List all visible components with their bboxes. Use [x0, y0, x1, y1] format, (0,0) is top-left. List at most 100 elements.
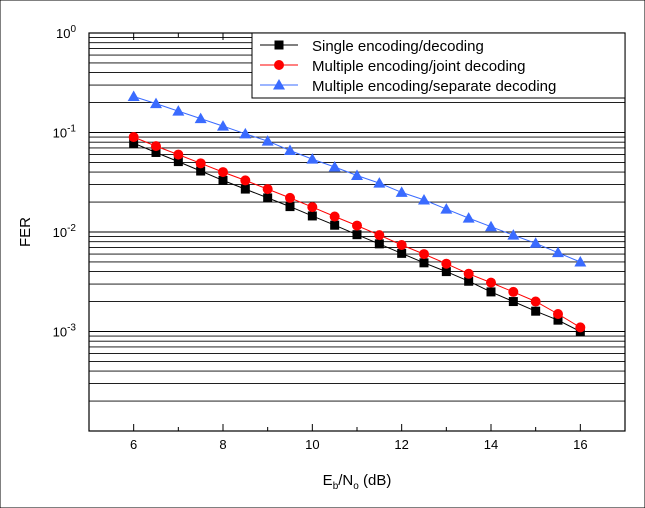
data-point	[150, 97, 162, 109]
legend-label: Multiple encoding/joint decoding	[312, 58, 525, 75]
y-tick-base: 10	[53, 325, 67, 340]
data-point	[575, 322, 586, 333]
data-point	[486, 277, 496, 288]
data-point	[485, 220, 497, 232]
data-point	[285, 192, 295, 203]
data-point	[194, 112, 207, 124]
x-tick-label: 12	[394, 437, 408, 452]
x-tick-label: 8	[219, 437, 226, 452]
data-point	[397, 248, 407, 258]
legend-entries: Single encoding/decoding Multiple encodin…	[260, 38, 556, 95]
y-tick-base: 10	[53, 126, 67, 141]
data-point	[129, 138, 139, 148]
data-point	[373, 177, 386, 188]
legend-entry: Multiple encoding/separate decoding	[260, 78, 556, 95]
data-point	[263, 193, 273, 203]
data-point	[262, 184, 273, 195]
data-point	[328, 161, 341, 172]
data-point	[352, 230, 362, 240]
data-point	[307, 202, 318, 213]
data-point	[508, 297, 518, 307]
x-axis-label-sub2: o	[353, 481, 359, 492]
series-1	[129, 138, 585, 336]
data-point	[419, 249, 429, 260]
data-point	[195, 158, 206, 169]
x-axis-label-tail: (dB)	[359, 472, 392, 489]
x-tick-label: 10	[305, 437, 319, 452]
data-point	[418, 193, 430, 205]
y-tick-exponent: -1	[67, 124, 76, 135]
series-2	[128, 132, 586, 333]
data-point	[463, 268, 474, 279]
x-axis-label: Eb/No (dB)	[323, 472, 392, 492]
data-point	[196, 166, 206, 176]
legend-box	[251, 32, 626, 99]
x-tick-label: 16	[573, 437, 587, 452]
data-point	[261, 135, 274, 146]
legend-label: Single encoding/decoding	[312, 38, 484, 55]
data-point	[419, 258, 429, 268]
data-point	[553, 315, 563, 325]
y-tick-exponent: -3	[67, 323, 76, 334]
data-point	[329, 211, 340, 222]
x-axis-label-main: E	[323, 472, 333, 489]
data-point	[440, 203, 453, 214]
x-tick-label: 14	[484, 437, 498, 452]
y-tick-label: 10-3	[53, 323, 77, 340]
y-tick-base: 10	[56, 26, 70, 41]
legend-label: Multiple encoding/separate decoding	[312, 78, 556, 95]
data-point	[218, 167, 228, 178]
data-point	[330, 220, 340, 230]
data-point	[307, 211, 317, 221]
data-point	[173, 157, 183, 167]
data-point	[128, 132, 139, 143]
data-point	[574, 255, 587, 267]
data-point	[284, 144, 296, 155]
legend-marker	[273, 79, 285, 90]
data-point	[217, 120, 229, 131]
data-point	[173, 149, 184, 160]
data-point	[374, 230, 385, 241]
legend: Single encoding/decoding Multiple encodin…	[251, 32, 626, 99]
y-tick-exponent: -2	[67, 223, 76, 234]
x-axis-label-mid: /N	[338, 472, 353, 489]
data-point	[529, 237, 542, 248]
data-point	[486, 287, 496, 297]
data-point	[507, 229, 520, 240]
data-point	[240, 184, 250, 194]
data-point	[441, 258, 452, 269]
data-point	[306, 153, 319, 164]
data-point	[151, 147, 161, 157]
y-axis-label: FER	[17, 217, 34, 247]
series-3	[127, 90, 587, 267]
x-tick-label: 6	[130, 437, 137, 452]
data-point	[508, 286, 519, 297]
data-point	[396, 240, 407, 251]
data-point	[218, 175, 228, 185]
x-axis: 6 8 10 12 14 16	[88, 33, 626, 452]
data-point	[462, 212, 475, 223]
legend-entry: Multiple encoding/joint decoding	[260, 58, 525, 75]
legend-entry: Single encoding/decoding	[260, 38, 484, 55]
legend-marker	[274, 40, 284, 50]
data-point	[239, 127, 252, 139]
y-tick-base: 10	[53, 225, 67, 240]
data-point	[441, 267, 451, 277]
data-point	[395, 186, 408, 197]
data-point	[530, 296, 541, 307]
data-point	[531, 306, 541, 316]
data-point	[352, 220, 362, 231]
y-tick-exponent: 0	[70, 24, 76, 35]
x-axis-label-sub1: b	[333, 481, 339, 492]
data-point	[172, 105, 185, 116]
data-point	[127, 90, 140, 102]
data-point	[151, 141, 161, 152]
data-point	[351, 169, 363, 180]
y-tick-label: 10-1	[53, 124, 77, 141]
data-point	[464, 276, 474, 286]
data-point	[285, 202, 295, 212]
data-point	[553, 308, 563, 319]
legend-marker	[274, 60, 284, 70]
y-tick-label: 100	[56, 24, 76, 41]
